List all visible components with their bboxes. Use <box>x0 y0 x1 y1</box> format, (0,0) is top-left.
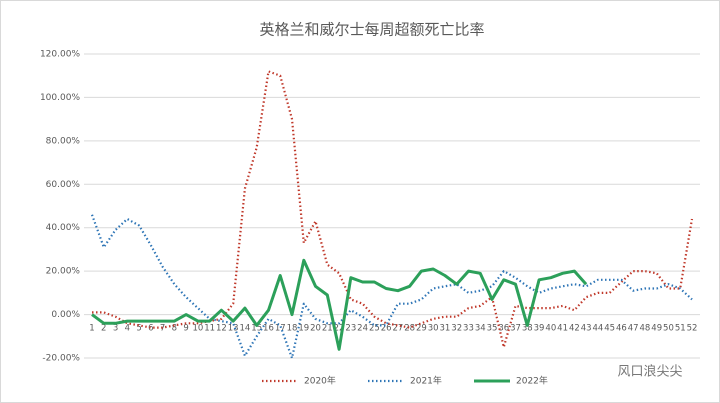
y-tick-label: 40.00% <box>46 223 81 233</box>
x-tick-label: 51 <box>675 324 686 334</box>
chart-title: 英格兰和威尔士每周超额死亡比率 <box>259 21 484 39</box>
y-tick-label: 20.00% <box>46 267 81 277</box>
y-tick-label: 80.00% <box>46 136 81 146</box>
x-tick-label: 29 <box>416 324 427 334</box>
x-tick-label: 19 <box>298 324 309 334</box>
x-tick-label: 15 <box>251 324 262 334</box>
watermark: 风口浪尖尖 <box>617 365 682 380</box>
x-tick-label: 33 <box>463 324 474 334</box>
x-tick-label: 32 <box>451 324 462 334</box>
x-tick-label: 31 <box>440 324 451 334</box>
x-tick-label: 35 <box>487 324 498 334</box>
x-tick-label: 17 <box>275 324 286 334</box>
legend-label: 2022年 <box>516 375 548 387</box>
x-tick-label: 13 <box>228 324 239 334</box>
x-tick-label: 37 <box>510 324 521 334</box>
x-tick-label: 45 <box>604 324 615 334</box>
x-tick-label: 14 <box>240 324 251 334</box>
y-tick-label: -20.00% <box>42 354 80 364</box>
x-tick-label: 24 <box>357 324 368 334</box>
x-tick-label: 47 <box>628 324 639 334</box>
x-tick-label: 25 <box>369 324 380 334</box>
x-tick-label: 11 <box>204 324 215 334</box>
y-tick-label: 100.00% <box>40 93 80 103</box>
x-tick-label: 44 <box>592 324 603 334</box>
x-tick-label: 22 <box>334 324 345 334</box>
x-tick-label: 1 <box>89 324 94 334</box>
legend-label: 2020年 <box>304 375 336 387</box>
x-tick-label: 43 <box>581 324 592 334</box>
x-tick-label: 26 <box>381 324 392 334</box>
x-tick-label: 49 <box>651 324 662 334</box>
x-tick-label: 30 <box>428 324 439 334</box>
x-tick-label: 50 <box>663 324 674 334</box>
x-tick-label: 5 <box>136 324 141 334</box>
series-line <box>92 70 694 349</box>
x-tick-label: 10 <box>192 324 203 334</box>
y-tick-label: 0.00% <box>51 310 80 320</box>
x-tick-label: 38 <box>522 324 533 334</box>
x-tick-label: 40 <box>545 324 556 334</box>
x-tick-label: 42 <box>569 324 580 334</box>
x-tick-label: 20 <box>310 324 321 334</box>
x-tick-label: 4 <box>125 324 130 334</box>
x-tick-label: 27 <box>392 324 403 334</box>
series-line <box>91 258 588 351</box>
x-tick-label: 52 <box>687 324 698 334</box>
y-tick-label: 120.00% <box>40 50 80 60</box>
x-tick-label: 48 <box>640 324 651 334</box>
y-tick-label: 60.00% <box>46 180 81 190</box>
x-tick-label: 6 <box>148 324 153 334</box>
legend-label: 2021年 <box>410 375 442 387</box>
x-tick-label: 12 <box>216 324 227 334</box>
x-tick-label: 21 <box>322 324 333 334</box>
x-tick-label: 3 <box>113 324 118 334</box>
x-tick-label: 23 <box>345 324 356 334</box>
x-tick-label: 34 <box>475 324 486 334</box>
x-tick-label: 18 <box>287 324 298 334</box>
x-tick-label: 41 <box>557 324 568 334</box>
x-tick-label: 8 <box>172 324 177 334</box>
x-tick-label: 9 <box>183 324 188 334</box>
x-tick-label: 39 <box>534 324 545 334</box>
x-tick-label: 2 <box>101 324 106 334</box>
x-tick-label: 16 <box>263 324 274 334</box>
x-tick-label: 46 <box>616 324 627 334</box>
x-tick-label: 28 <box>404 324 415 334</box>
x-tick-label: 36 <box>498 324 509 334</box>
